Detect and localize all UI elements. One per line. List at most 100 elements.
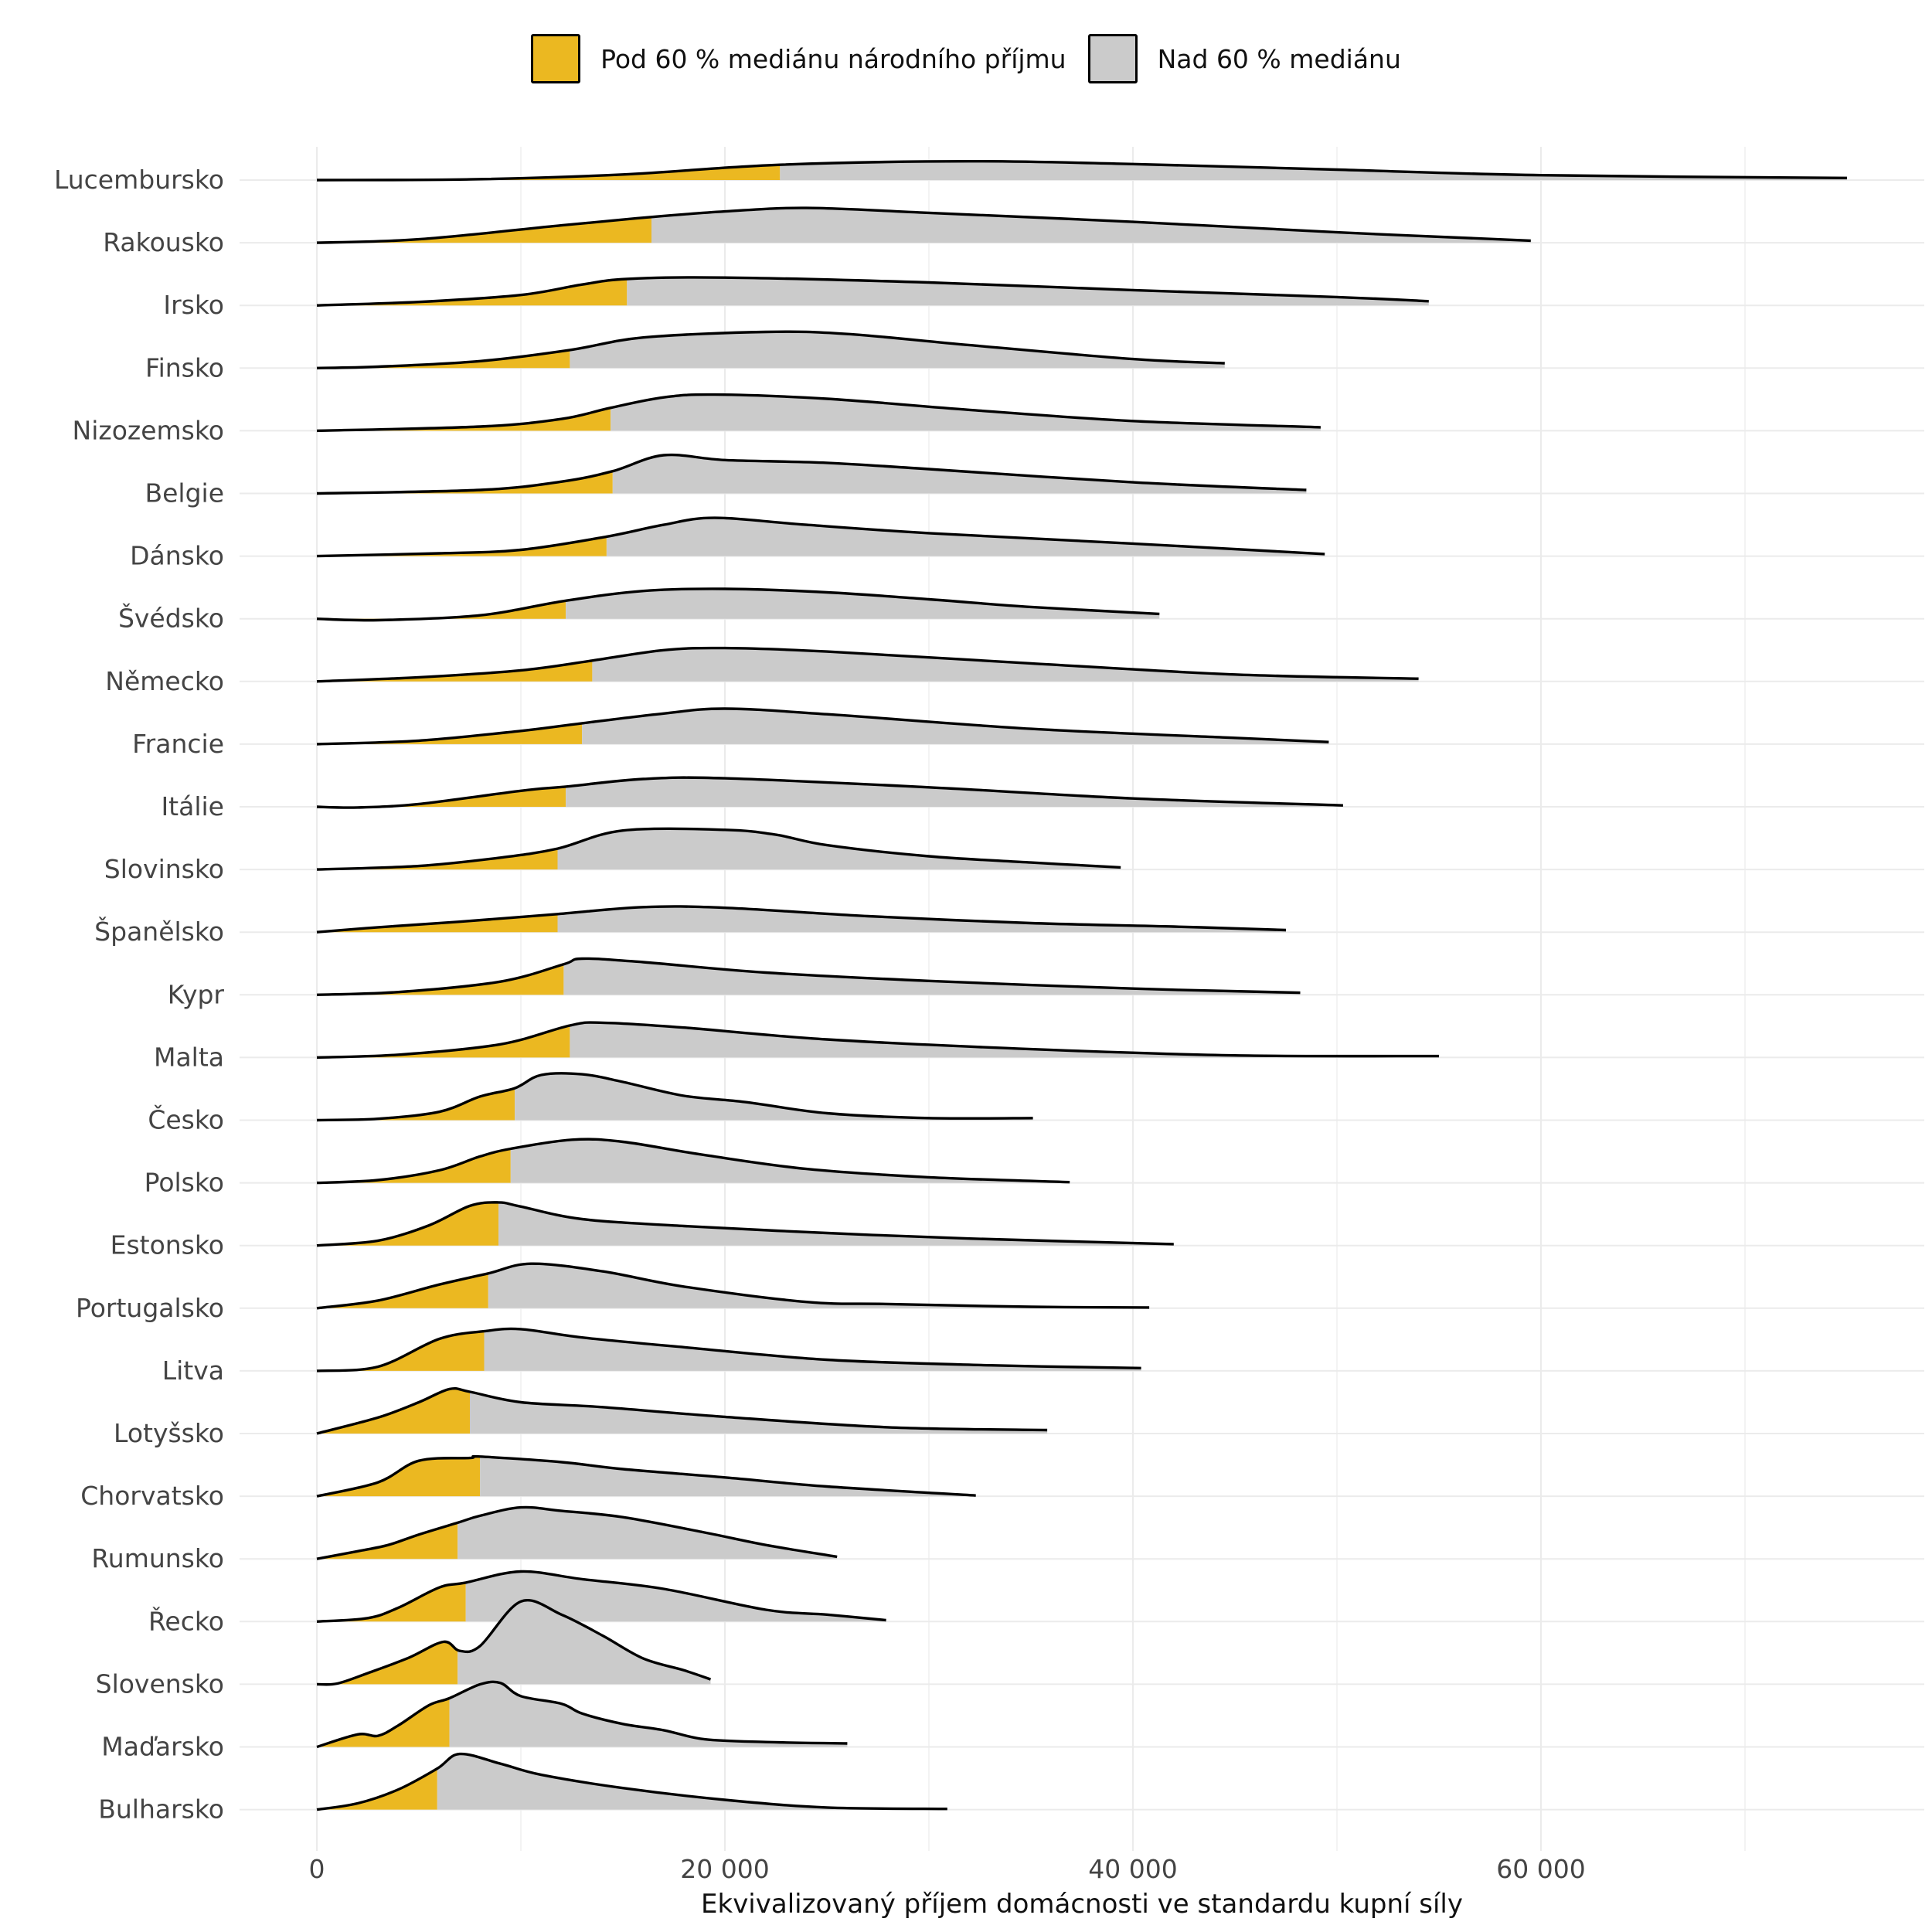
- ridge-outline: [316, 276, 1429, 307]
- ridge-outline: [316, 1599, 712, 1686]
- y-axis-label: Španělsko: [94, 916, 224, 947]
- ridge-fill-below: [317, 600, 566, 621]
- ridge-fill-above: [592, 648, 1419, 682]
- ridge-Litva: [316, 1327, 1141, 1372]
- ridge-outline: [316, 1752, 947, 1811]
- ridge-fill-above: [570, 332, 1225, 369]
- ridge-Slovensko: [316, 1599, 712, 1686]
- ridge-Portugalsko: [316, 1262, 1150, 1310]
- y-axis-label: Bulharsko: [98, 1794, 224, 1825]
- ridge-fill-above: [484, 1328, 1141, 1371]
- ridge-fill-above: [570, 1022, 1439, 1058]
- ridge-Rakousko: [316, 206, 1531, 244]
- ridge-fill-below: [317, 279, 628, 306]
- ridge-outline: [316, 587, 1160, 622]
- x-tick-label: 40 000: [1088, 1854, 1177, 1884]
- ridge-Chorvatsko: [316, 1454, 976, 1498]
- ridge-fill-below: [317, 1522, 458, 1560]
- y-axis-label: Litva: [162, 1355, 224, 1386]
- y-axis-label: Slovensko: [96, 1668, 224, 1699]
- ridge-fill-above: [606, 518, 1325, 556]
- y-axis-label: Rumunsko: [91, 1543, 224, 1573]
- ridge-Slovinsko: [316, 827, 1121, 871]
- ridge-fill-above: [563, 958, 1301, 995]
- x-tick-label: 60 000: [1496, 1854, 1585, 1884]
- ridge-fill-below: [317, 964, 564, 995]
- ridge-fill-below: [317, 1202, 498, 1246]
- ridge-Polsko: [316, 1138, 1070, 1185]
- y-axis-label: Slovinsko: [104, 854, 224, 884]
- ridge-fill-below: [317, 723, 583, 744]
- ridge-outline: [316, 516, 1325, 558]
- ridge-outline: [316, 1680, 848, 1749]
- y-axis-label: Dánsko: [130, 541, 224, 571]
- legend-item-above: Nad 60 % mediánu: [1087, 34, 1401, 83]
- legend-label-below: Pod 60 % mediánu národního příjmu: [600, 43, 1066, 74]
- ridge-fill-above: [457, 1507, 838, 1560]
- ridge-outline: [316, 159, 1848, 182]
- ridge-fill-below: [317, 1273, 488, 1308]
- ridge-outline: [316, 1201, 1174, 1247]
- ridge-fill-above: [780, 161, 1847, 180]
- ridge-fill-above: [498, 1202, 1174, 1246]
- legend-label-above: Nad 60 % mediánu: [1157, 43, 1401, 74]
- ridge-fill-above: [457, 1600, 711, 1685]
- ridge-Dánsko: [316, 516, 1325, 558]
- y-axis-label: Malta: [154, 1042, 224, 1072]
- ridge-Rumunsko: [316, 1505, 838, 1560]
- ridge-outline: [316, 1505, 838, 1560]
- x-axis-title: Ekvivalizovaný příjem domácnosti ve stan…: [701, 1889, 1463, 1920]
- ridge-fill-above: [627, 277, 1429, 306]
- ridge-outline: [316, 1327, 1141, 1372]
- y-axis-label: Švédsko: [118, 603, 224, 634]
- y-axis-label: Polsko: [145, 1168, 224, 1198]
- ridge-fill-below: [317, 165, 781, 180]
- y-axis-label: Belgie: [145, 478, 224, 509]
- y-axis-label: Itálie: [161, 791, 224, 821]
- ridge-Bulharsko: [316, 1752, 947, 1811]
- x-tick-label: 0: [309, 1854, 325, 1884]
- ridge-fill-above: [612, 454, 1307, 494]
- ridge-outline: [316, 1386, 1048, 1435]
- ridge-Itálie: [316, 776, 1343, 809]
- legend-swatch-below: [531, 34, 581, 83]
- ridge-fill-above: [470, 1392, 1048, 1434]
- ridges: [316, 159, 1848, 1811]
- y-axis-label: Finsko: [145, 352, 224, 383]
- ridge-outline: [316, 453, 1307, 495]
- ridge-Německo: [316, 646, 1419, 683]
- ridge-fill-below: [317, 471, 613, 494]
- ridge-fill-above: [465, 1571, 886, 1622]
- ridge-fill-above: [557, 828, 1121, 870]
- y-axis-label: Francie: [132, 729, 224, 759]
- ridge-fill-above: [510, 1139, 1070, 1183]
- ridge-outline: [316, 1021, 1440, 1060]
- y-axis-label: Chorvatsko: [80, 1481, 224, 1511]
- y-axis-label: Německo: [105, 666, 224, 696]
- ridge-fill-below: [317, 349, 570, 369]
- ridge-outline: [316, 1072, 1033, 1122]
- ridge-fill-below: [317, 216, 651, 243]
- y-axis-label: Maďarsko: [101, 1732, 224, 1762]
- legend-item-below: Pod 60 % mediánu národního příjmu: [531, 34, 1066, 83]
- legend: Pod 60 % mediánu národního příjmu Nad 60…: [0, 34, 1932, 83]
- y-axis-label: Nizozemsko: [73, 415, 224, 445]
- ridge-outline: [316, 1454, 976, 1498]
- x-axis-ticks: 0 20 000 40 000 60 000: [309, 1854, 1586, 1884]
- ridge-fill-below: [317, 1768, 437, 1810]
- ridge-Malta: [316, 1021, 1440, 1060]
- ridge-outline: [316, 1570, 886, 1623]
- ridge-fill-below: [317, 1148, 511, 1183]
- y-axis-label: Irsko: [163, 290, 224, 320]
- ridge-Švédsko: [316, 587, 1160, 622]
- ridge-Nizozemsko: [316, 393, 1321, 433]
- ridge-outline: [316, 957, 1301, 996]
- ridge-outline: [316, 776, 1343, 809]
- ridge-fill-below: [317, 1456, 481, 1497]
- ridge-outline: [316, 827, 1121, 871]
- ridge-fill-above: [488, 1264, 1150, 1308]
- y-axis-label: Kypr: [168, 979, 225, 1009]
- y-axis-label: Estonsko: [111, 1230, 224, 1260]
- y-axis-label: Lotyšsko: [114, 1418, 224, 1448]
